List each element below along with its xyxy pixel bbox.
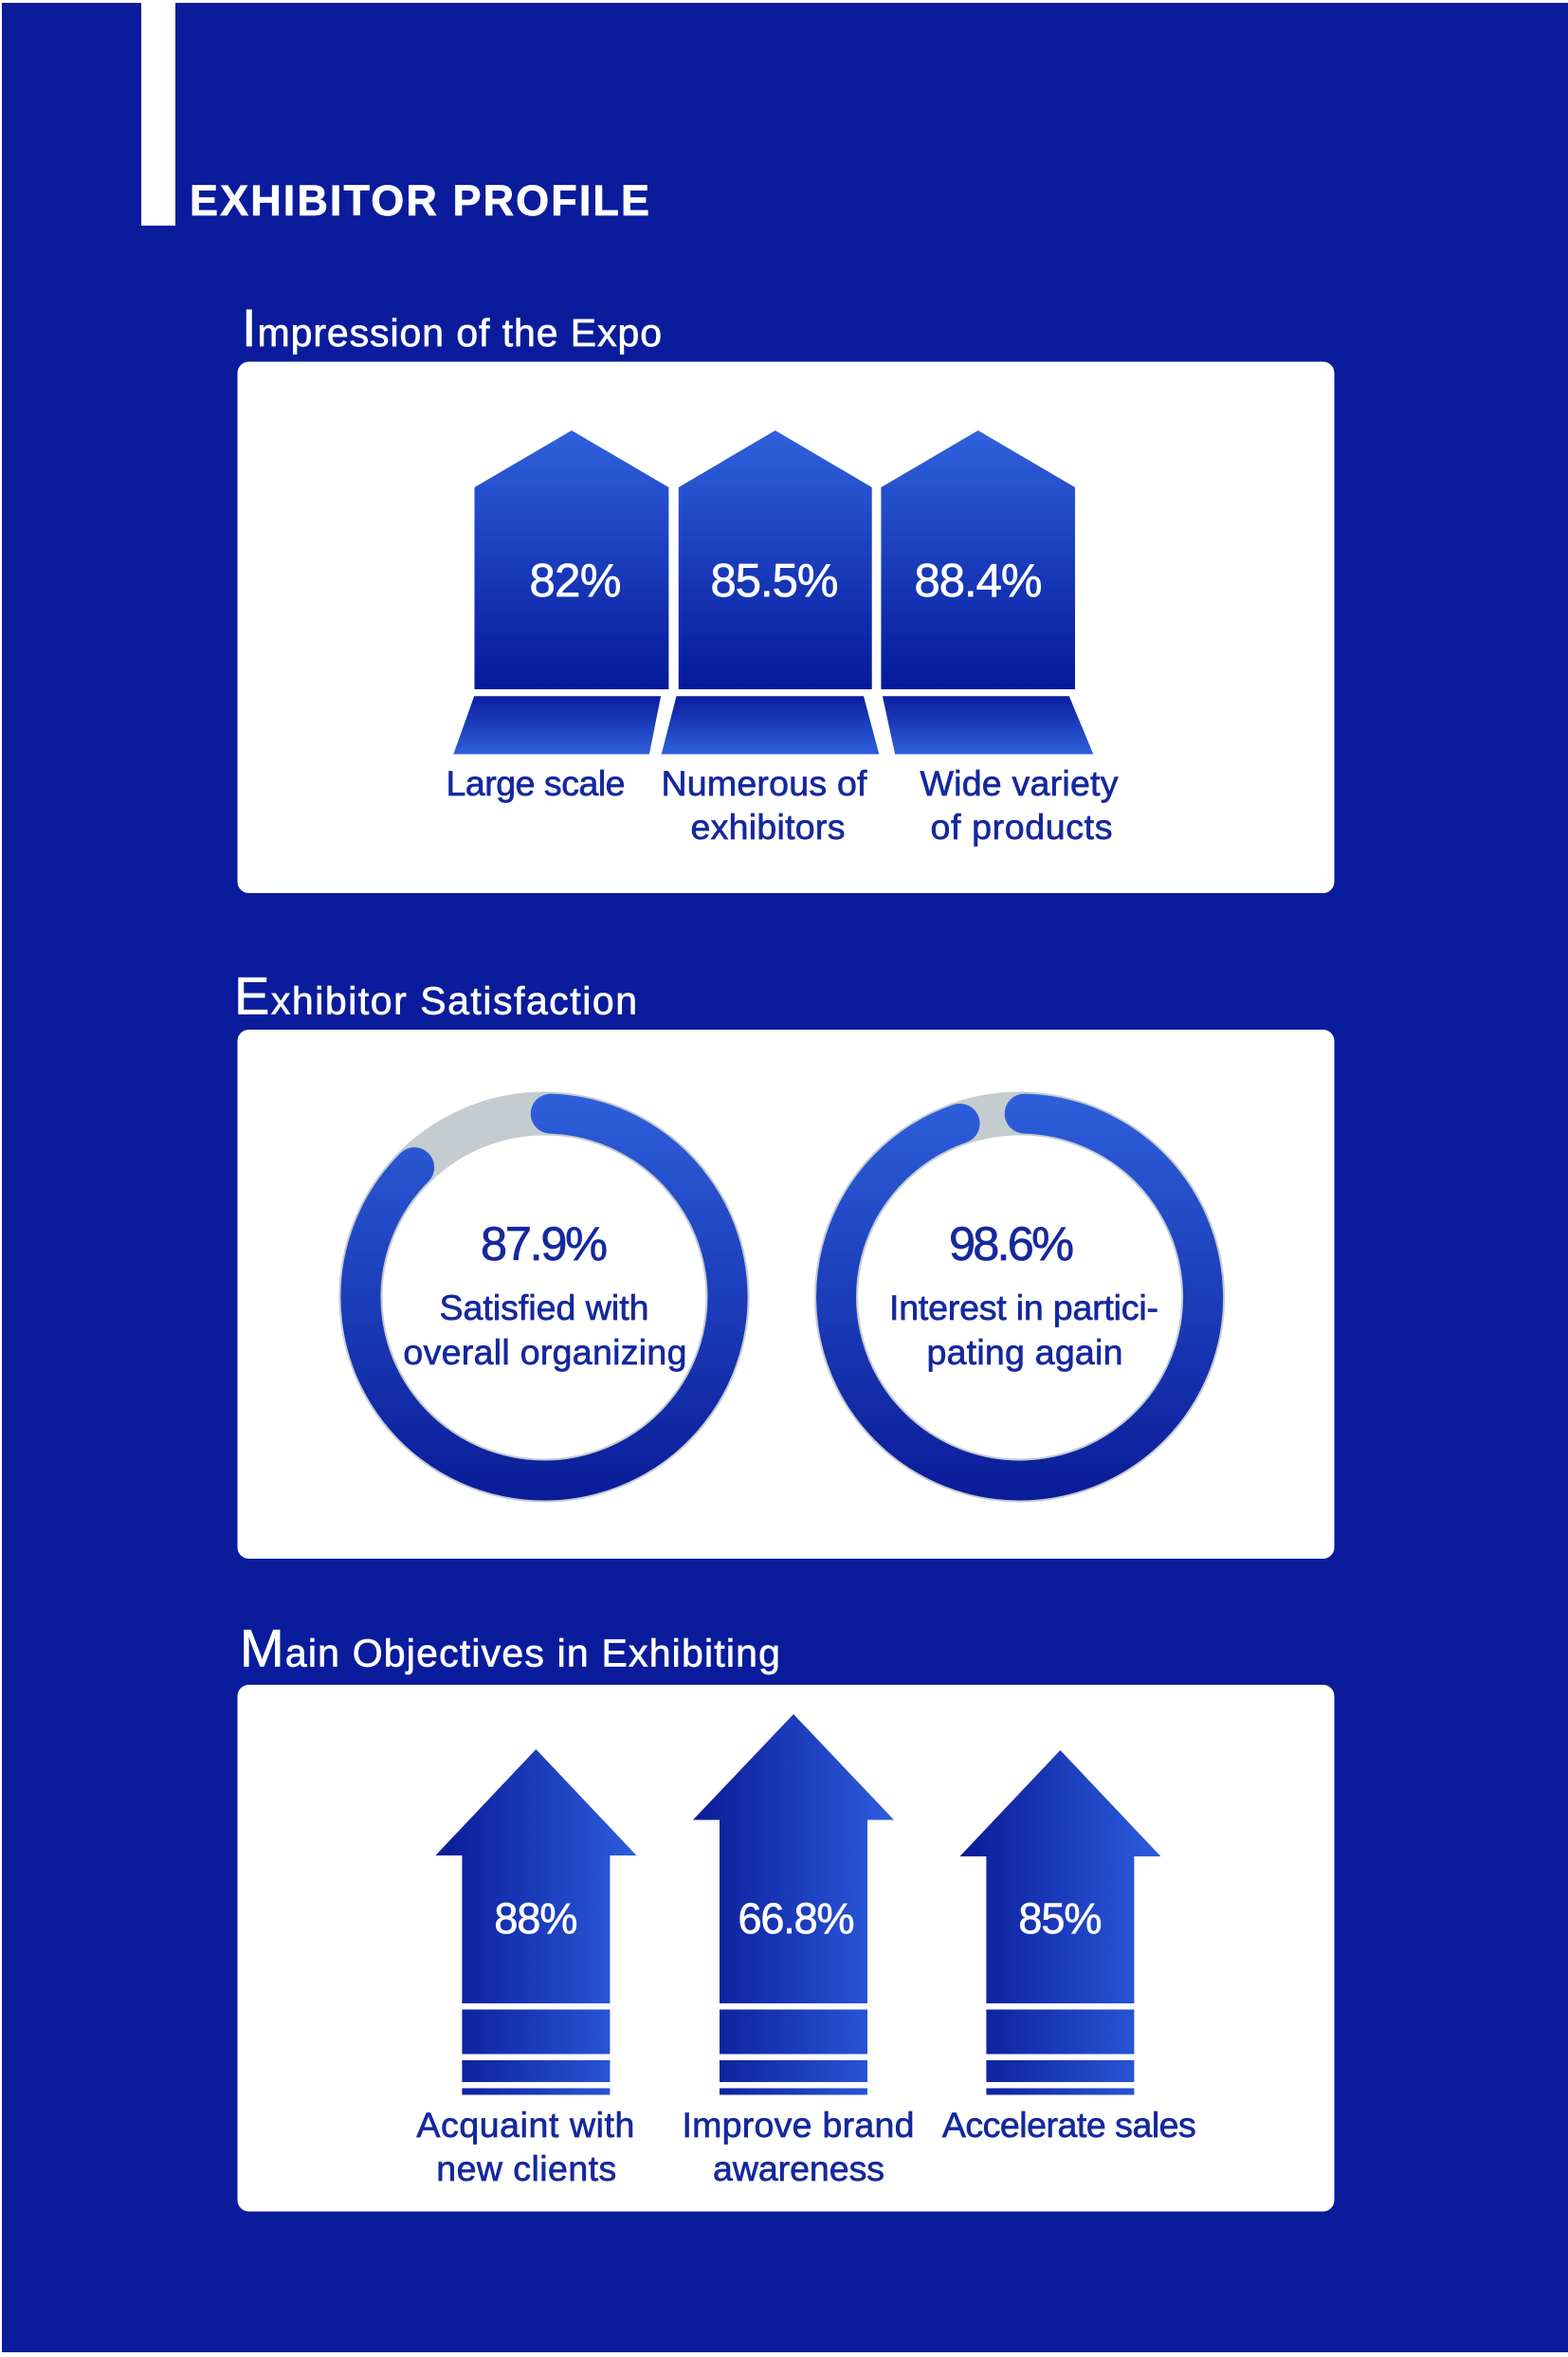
- svg-text:Interest in partici-: Interest in partici-: [889, 1288, 1158, 1327]
- svg-text:88.4%: 88.4%: [915, 556, 1042, 607]
- svg-text:66.8%: 66.8%: [738, 1894, 853, 1943]
- svg-text:of products: of products: [930, 807, 1113, 847]
- svg-text:98.6%: 98.6%: [949, 1216, 1073, 1270]
- svg-text:overall organizing: overall organizing: [403, 1332, 686, 1372]
- svg-text:exhibitors: exhibitors: [690, 807, 845, 847]
- svg-text:Improve brand: Improve brand: [682, 2105, 914, 2145]
- svg-text:EXHIBITOR PROFILE: EXHIBITOR PROFILE: [190, 176, 651, 225]
- svg-text:88%: 88%: [494, 1894, 576, 1943]
- svg-text:Satisfied with: Satisfied with: [440, 1288, 649, 1327]
- svg-text:Numerous of: Numerous of: [661, 763, 867, 803]
- svg-text:Wide variety: Wide variety: [921, 763, 1119, 803]
- svg-text:Accelerate sales: Accelerate sales: [942, 2105, 1195, 2145]
- svg-text:Acquaint with: Acquaint with: [416, 2105, 635, 2145]
- svg-text:87.9%: 87.9%: [481, 1216, 607, 1270]
- svg-text:Large scale: Large scale: [447, 763, 625, 803]
- svg-text:82%: 82%: [529, 556, 620, 607]
- svg-text:awareness: awareness: [713, 2148, 884, 2188]
- svg-text:85%: 85%: [1018, 1894, 1101, 1943]
- svg-text:new clients: new clients: [436, 2148, 616, 2188]
- svg-text:85.5%: 85.5%: [711, 556, 838, 607]
- svg-text:pating again: pating again: [926, 1332, 1122, 1372]
